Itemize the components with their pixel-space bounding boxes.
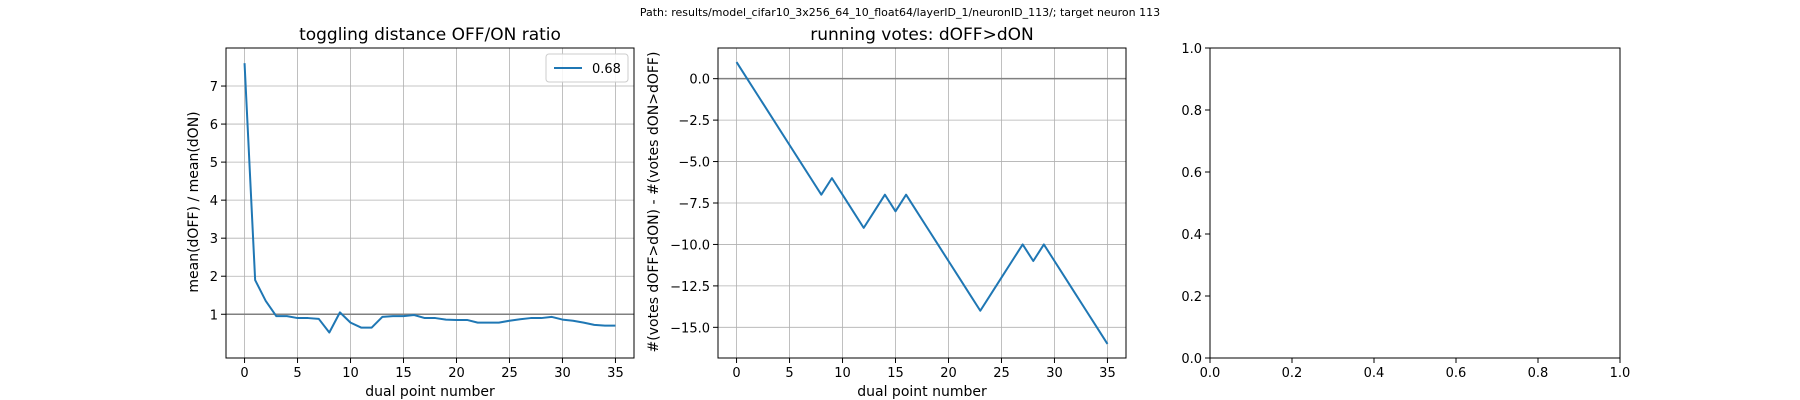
y-axis-label: mean(dOFF) / mean(dON)	[186, 111, 202, 292]
y-tick-label: 0.6	[1181, 166, 1202, 181]
x-tick-label: 1.0	[1610, 366, 1631, 381]
x-tick-label: 10	[342, 366, 359, 381]
y-tick-label: 4	[210, 194, 218, 209]
x-tick-label: 35	[1099, 366, 1116, 381]
x-tick-label: 0.8	[1528, 366, 1549, 381]
x-tick-label: 25	[501, 366, 518, 381]
figure-suptitle: Path: results/model_cifar10_3x256_64_10_…	[640, 6, 1160, 19]
x-tick-label: 30	[1046, 366, 1063, 381]
y-tick-label: 7	[210, 80, 218, 95]
axes-empty-plot: 0.0 0.2 0.4 0.6 0.8 1.0 0.0 0.2 0.4 0.6 0.8 1.0	[1181, 42, 1630, 381]
x-tick-label: 5	[293, 366, 301, 381]
axes-frame	[1209, 47, 1621, 359]
axes-running-votes-plot: running votes: dOFF>dON dual point numbe…	[646, 25, 1127, 400]
x-tick-label: 0.0	[1200, 366, 1221, 381]
x-tick-label: 15	[395, 366, 412, 381]
y-tick-label: 1	[210, 308, 218, 323]
series-line	[243, 63, 616, 334]
y-tick-label: 0.0	[689, 73, 710, 88]
x-tick-label: 20	[448, 366, 465, 381]
x-tick-label: 10	[834, 366, 851, 381]
y-tick-label: −15.0	[670, 321, 710, 336]
axes-frame	[225, 47, 635, 359]
x-tick-label: 15	[887, 366, 904, 381]
y-tick-label: −12.5	[670, 280, 710, 295]
y-tick-label: 6	[210, 118, 218, 133]
y-axis-label: #(votes dOFF>dON) - #(votes dON>dOFF)	[646, 52, 662, 353]
y-tick-label: 5	[210, 156, 218, 171]
y-tick-label: 2	[210, 270, 218, 285]
x-tick-label: 30	[554, 366, 571, 381]
x-tick-label: 0	[240, 366, 248, 381]
y-tick-label: 0.2	[1181, 290, 1202, 305]
y-tick-label: −10.0	[670, 238, 710, 253]
legend-box	[545, 53, 629, 83]
x-axis-label: dual point number	[857, 384, 987, 400]
y-tick-label: −2.5	[678, 114, 710, 129]
x-tick-label: 20	[940, 366, 957, 381]
y-tick-label: 1.0	[1181, 42, 1202, 57]
y-tick-label: 0.0	[1181, 352, 1202, 367]
x-tick-label: 0	[732, 366, 740, 381]
x-tick-label: 35	[607, 366, 624, 381]
x-tick-label: 0.2	[1282, 366, 1303, 381]
x-tick-label: 25	[993, 366, 1010, 381]
axes-title: toggling distance OFF/ON ratio	[299, 25, 561, 45]
x-tick-label: 0.6	[1446, 366, 1467, 381]
y-tick-label: 0.4	[1181, 228, 1202, 243]
x-axis-label: dual point number	[365, 384, 495, 400]
axes-ratio-plot: toggling distance OFF/ON ratio dual poin…	[186, 25, 635, 400]
y-tick-label: 0.8	[1181, 104, 1202, 119]
legend-label: 0.68	[592, 62, 621, 77]
x-tick-label: 0.4	[1364, 366, 1385, 381]
y-tick-label: 3	[210, 232, 218, 247]
series-line	[735, 61, 1109, 345]
x-tick-label: 5	[785, 366, 793, 381]
axes-title: running votes: dOFF>dON	[810, 25, 1033, 45]
y-tick-label: −5.0	[678, 156, 710, 171]
y-tick-label: −7.5	[678, 197, 710, 212]
